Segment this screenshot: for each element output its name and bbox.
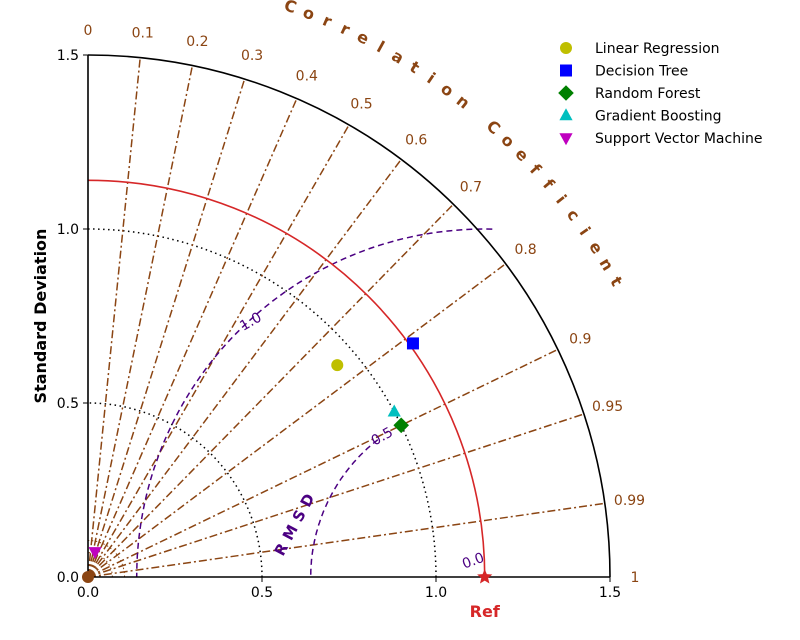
std-grid-arc [87,228,437,578]
correlation-line [87,158,402,578]
rmsd-contour [309,439,379,577]
correlation-line [87,57,141,578]
origin-dot [82,571,94,583]
x-tick-label: 0.0 [77,585,99,601]
correlation-tick-label: 0.7 [460,179,482,195]
y-tick-label: 1.5 [57,48,79,64]
corr-title-letter: r [338,19,353,40]
corr-title-letter: C [483,116,504,138]
legend-label: Random Forest [595,86,701,102]
correlation-line [87,65,194,578]
corr-title-letter: r [320,10,335,31]
model-point [387,404,401,417]
legend-marker [558,85,574,101]
correlation-line [87,263,507,578]
correlation-tick-label: 0.4 [296,69,318,85]
legend-label: Decision Tree [595,64,688,80]
corr-title-letter: n [453,91,474,113]
corr-title-letter: e [585,238,607,258]
x-tick-label: 1.0 [425,585,447,601]
model-point [88,547,102,560]
rmsd-contour-label: 0.5 [369,424,396,449]
corr-title-letter: o [300,2,317,24]
corr-title-letter: e [354,27,372,49]
y-tick-label: 0.0 [57,570,79,586]
reference-arc-group [87,179,486,578]
correlation-tick-labels: 0 0.1 0.2 0.3 0.4 0.5 0.6 0.7 0.8 0.9 0.95 0.99 1 [84,23,646,586]
model-point [393,417,409,434]
corr-title-letter: a [388,46,407,68]
correlation-line [87,203,454,578]
correlation-tick-label: 0.5 [350,96,372,112]
correlation-lines [87,57,605,578]
correlation-tick-label: 0.8 [514,242,536,258]
correlation-tick-label: 0.9 [569,332,591,348]
rmsd-zero-label: 0.0 [460,550,486,573]
correlation-line [87,124,350,578]
x-tick-label: 0.5 [251,585,273,601]
y-tick-label: 1.0 [57,222,79,238]
corr-title-letter: o [497,130,518,151]
corr-title-letter: t [606,273,626,289]
model-point [331,359,344,372]
corr-title-letter: f [526,160,545,179]
corr-title-letter: l [374,37,388,56]
corr-title-letter: f [539,175,559,193]
legend-marker [560,64,572,77]
corr-title-letter: t [406,57,423,77]
corr-title-letter: e [511,144,532,165]
legend-label: Linear Regression [595,41,720,57]
tick-labels: 0.00.00.50.51.01.01.51.5 [57,48,621,601]
outer-arc [87,54,611,578]
corr-title-letter: C [282,0,299,17]
correlation-tick-label: 0.6 [405,132,427,148]
model-points [82,337,493,584]
rmsd-contour [135,228,493,578]
corr-title-letter: i [576,223,595,238]
corr-title-letter: o [437,79,457,101]
correlation-line [87,98,298,578]
correlation-line [87,502,605,578]
corr-title-letter: n [595,254,617,274]
corr-title-letter: i [552,191,570,207]
rmsd-contours: 0.5 1.0 0.0 [135,228,493,578]
legend-marker [560,42,572,54]
correlation-tick-label: 0 [84,23,93,39]
legend-label: Support Vector Machine [595,131,762,147]
legend-marker [559,108,573,121]
correlation-tick-label: 0.1 [132,26,154,42]
model-point [406,337,419,350]
reference-arc [87,179,486,578]
correlation-line [87,348,559,578]
y-tick-label: 0.5 [57,396,79,412]
legend-label: Gradient Boosting [595,109,722,125]
legend: Linear Regression Decision Tree Random For… [558,41,762,147]
correlation-tick-label: 0.2 [186,34,208,50]
correlation-tick-label: 0.95 [592,399,623,415]
correlation-tick-label: 0.99 [614,493,645,509]
axes [87,54,611,578]
corr-title-letter: i [424,69,439,88]
legend-marker [559,133,573,146]
corr-title-letter: c [563,205,584,224]
x-tick-label: 1.5 [599,585,621,601]
reference-point [477,569,493,584]
correlation-tick-label: 0.3 [241,48,263,64]
x-axis-title: Ref [470,602,501,621]
rmsd-contour-label: 1.0 [237,310,264,335]
y-axis-title: Standard Deviation [31,229,50,404]
correlation-line [87,78,246,578]
correlation-tick-label: 1 [631,570,640,586]
correlation-line [87,413,585,578]
